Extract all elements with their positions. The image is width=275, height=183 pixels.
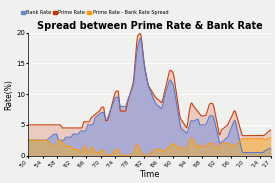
Title: Spread between Prime Rate & Bank Rate: Spread between Prime Rate & Bank Rate <box>37 20 263 31</box>
Y-axis label: Rate(%): Rate(%) <box>4 79 13 110</box>
X-axis label: Time: Time <box>139 170 160 179</box>
Legend: Bank Rate, Prime Rate, Prime Rate - Bank Rate Spread: Bank Rate, Prime Rate, Prime Rate - Bank… <box>19 8 170 17</box>
